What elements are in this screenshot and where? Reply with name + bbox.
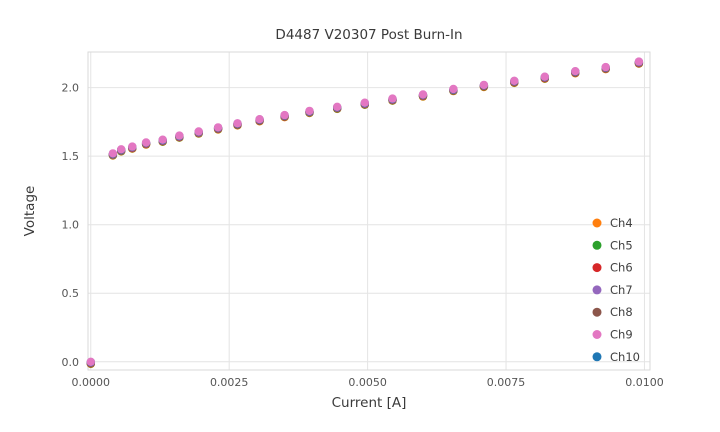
data-point-ch9	[449, 84, 458, 94]
legend-item-ch6: Ch6	[592, 261, 633, 275]
x-tick-label: 0.0025	[210, 376, 249, 389]
grid-layer	[87, 51, 651, 371]
x-tick-label: 0.0000	[72, 376, 111, 389]
x-tick-label: 0.0100	[625, 376, 664, 389]
legend-item-ch5: Ch5	[592, 238, 633, 252]
data-point-ch9	[634, 57, 644, 66]
plot-border	[87, 51, 651, 371]
data-point-ch9	[128, 142, 137, 151]
data-point-ch9	[510, 76, 519, 86]
y-tick-label: 0.5	[62, 287, 80, 300]
x-tick-label: 0.0050	[348, 376, 387, 389]
data-point-ch9	[117, 145, 126, 154]
legend-marker-ch8	[592, 307, 602, 317]
data-point-ch9	[479, 80, 489, 90]
data-point-ch9	[388, 94, 397, 103]
legend-label-ch7: Ch7	[610, 283, 633, 297]
legend-label-ch8: Ch8	[610, 305, 633, 319]
legend-marker-ch10	[592, 352, 602, 362]
data-point-ch9	[108, 149, 118, 158]
legend-label-ch5: Ch5	[610, 238, 633, 252]
legend-label-ch4: Ch4	[610, 216, 633, 230]
y-tick-label: 0.0	[62, 356, 80, 369]
data-point-ch9	[175, 131, 184, 140]
legend-marker-ch7	[592, 285, 602, 295]
y-tick-label: 1.5	[62, 150, 80, 163]
data-point-ch9	[158, 135, 167, 144]
y-axis-label: Voltage	[22, 186, 38, 237]
legend-marker-ch6	[592, 263, 602, 273]
data-point-ch9	[571, 67, 580, 76]
legend-item-ch9: Ch9	[592, 328, 633, 342]
legend-item-ch7: Ch7	[592, 283, 633, 297]
data-point-ch9	[86, 357, 96, 366]
data-point-ch9	[141, 138, 151, 147]
legend: Ch4 Ch5 Ch6 Ch7 Ch8 Ch9 Ch10	[592, 216, 640, 364]
data-point-ch9	[360, 98, 369, 107]
legend-label-ch9: Ch9	[610, 328, 633, 342]
legend-item-ch8: Ch8	[592, 305, 633, 319]
legend-label-ch10: Ch10	[610, 350, 640, 364]
legend-item-ch4: Ch4	[592, 216, 633, 230]
legend-marker-ch5	[592, 240, 602, 250]
y-tick-label: 1.0	[62, 219, 80, 232]
data-point-ch9	[540, 72, 549, 81]
x-tick-label: 0.0075	[487, 376, 526, 389]
data-point-ch9	[280, 110, 289, 120]
points-layer	[86, 57, 644, 369]
data-point-ch9	[418, 90, 428, 99]
data-point-ch9	[305, 106, 314, 116]
data-point-ch9	[333, 102, 342, 112]
data-point-ch9	[233, 119, 242, 128]
chart-title: D4487 V20307 Post Burn-In	[275, 27, 462, 43]
x-axis-label: Current [A]	[332, 395, 407, 411]
y-tick-label: 2.0	[62, 82, 80, 95]
plot-area	[88, 52, 650, 370]
data-point-ch9	[255, 115, 264, 124]
legend-item-ch10: Ch10	[592, 350, 640, 364]
legend-marker-ch4	[592, 218, 602, 228]
data-point-ch9	[194, 127, 203, 136]
ticks-layer: 0.0000 0.0025 0.0050 0.0075 0.0100 0.0 0.5 1.0 1…	[62, 82, 664, 389]
data-point-ch9	[213, 123, 223, 132]
data-point-ch9	[601, 62, 610, 72]
legend-marker-ch9	[592, 330, 602, 339]
legend-label-ch6: Ch6	[610, 261, 633, 275]
